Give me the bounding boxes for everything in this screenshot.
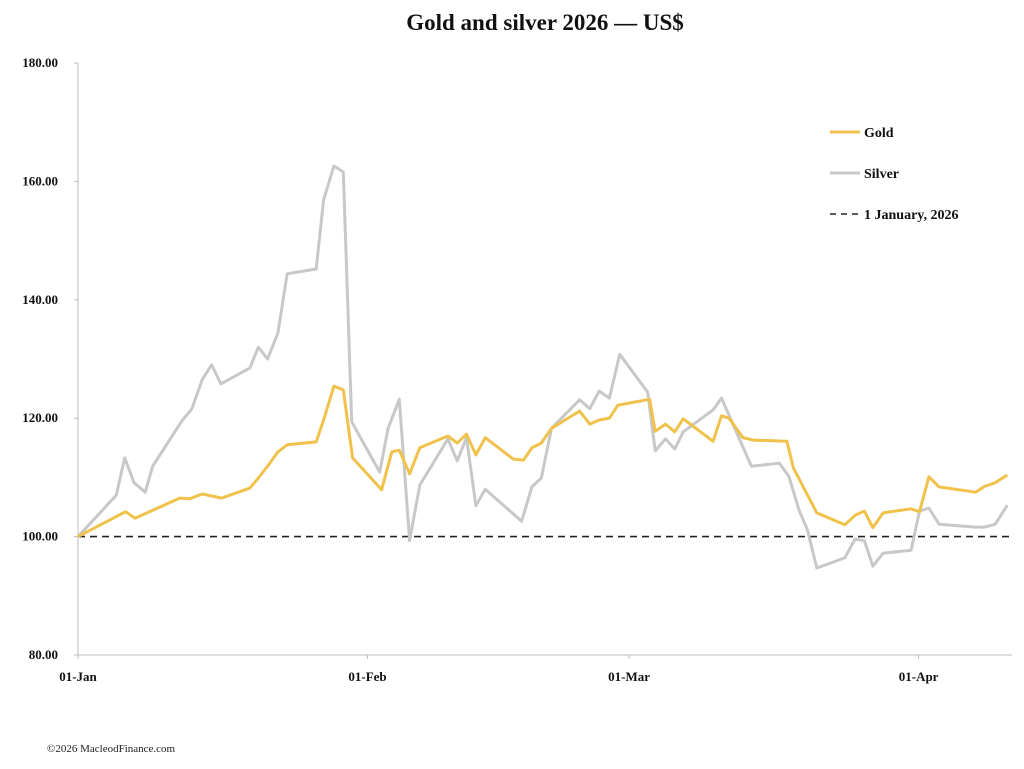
- y-tick-label: 100.00: [22, 529, 58, 544]
- x-tick-label: 01-Jan: [59, 669, 97, 684]
- chart-title: Gold and silver 2026 — US$: [406, 10, 684, 35]
- x-tick-label: 01-Mar: [608, 669, 650, 684]
- legend-label-silver: Silver: [864, 167, 899, 182]
- y-tick-label: 120.00: [22, 410, 58, 425]
- y-tick-label: 160.00: [22, 173, 58, 188]
- x-tick-label: 01-Apr: [899, 669, 939, 684]
- y-tick-label: 140.00: [22, 292, 58, 307]
- legend-label-reference: 1 January, 2026: [864, 208, 959, 223]
- series-line-silver: [76, 164, 1009, 570]
- y-tick-label: 180.00: [22, 55, 58, 70]
- legend-label-gold: Gold: [864, 126, 894, 141]
- series-line-gold: [77, 384, 1009, 538]
- x-tick-label: 01-Feb: [348, 669, 386, 684]
- y-tick-label: 80.00: [29, 647, 58, 662]
- copyright-footer: ©2026 MacleodFinance.com: [47, 743, 176, 755]
